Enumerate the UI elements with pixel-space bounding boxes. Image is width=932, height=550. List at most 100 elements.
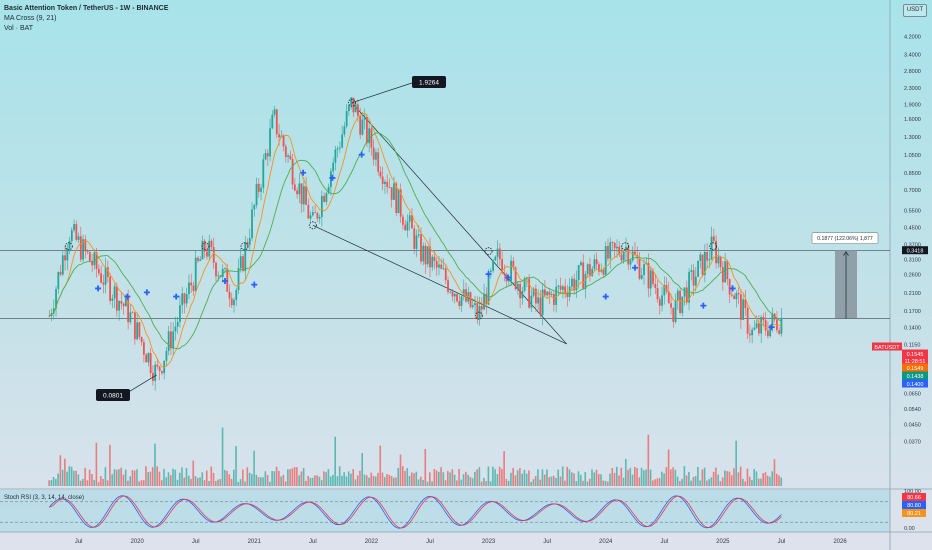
candle-body	[161, 371, 163, 374]
ma-cross-marker	[768, 324, 775, 331]
candle-body	[580, 262, 582, 266]
candle-body	[539, 297, 542, 316]
candle-body	[338, 147, 341, 149]
candle-body	[629, 260, 632, 265]
volume-bar	[269, 481, 271, 486]
candle-body	[208, 240, 211, 257]
volume-bar	[280, 476, 282, 486]
candle-body	[190, 282, 193, 286]
price-tick-label: 0.0540	[904, 407, 921, 413]
time-tick-label: Jul	[778, 539, 786, 545]
ma-cross-marker	[143, 289, 150, 296]
candle-body	[109, 276, 112, 301]
currency-selector[interactable]: USDT	[903, 4, 927, 17]
volume-bar	[478, 467, 481, 486]
volume-bar	[196, 478, 199, 486]
volume-bar	[244, 481, 246, 486]
volume-bar	[496, 474, 499, 486]
volume-bar	[293, 467, 296, 486]
volume-bar	[350, 473, 352, 486]
volume-bar	[467, 474, 469, 486]
volume-bar	[597, 474, 600, 486]
ma-cross-marker	[300, 169, 307, 176]
volume-bar	[228, 474, 231, 486]
volume-bar	[129, 476, 131, 486]
volume-bar	[523, 469, 526, 486]
volume-bar	[521, 473, 523, 486]
candle-body	[84, 239, 87, 251]
volume-bar	[624, 458, 627, 486]
price-axis[interactable]: 4.2000 3.4000 2.8000 2.3000 1.9000 1.6000 1.30…	[872, 35, 928, 533]
volume-bar	[683, 466, 686, 486]
volume-bar	[674, 469, 677, 486]
volume-bar	[557, 469, 560, 486]
volume-bar	[751, 479, 753, 486]
indicator-volume[interactable]: Vol · BAT	[4, 25, 34, 32]
candle-body	[354, 104, 357, 113]
candle-body	[586, 264, 589, 275]
annotations[interactable]: 1.9264 0.0801 0.1877 (122.06%) 1,877	[64, 76, 879, 401]
price-tick-label: 0.2600	[904, 273, 921, 279]
pivot-circle	[347, 98, 356, 107]
cross-markers	[95, 151, 775, 331]
high-leader-line	[351, 81, 416, 104]
candle-body	[345, 111, 348, 127]
candle-body	[688, 271, 690, 303]
candle-body	[767, 330, 769, 337]
volume-bar	[390, 476, 393, 486]
volume-bar	[737, 472, 740, 486]
candle-body	[501, 259, 503, 273]
volume-bar	[582, 480, 584, 486]
candle-body	[325, 193, 328, 202]
volume-bar	[154, 443, 156, 486]
ma-9-line	[49, 112, 782, 368]
candle-body	[284, 146, 287, 157]
candle-body	[566, 292, 569, 297]
ma-cross-marker	[700, 302, 707, 309]
candle-body	[100, 273, 102, 283]
volume-bar	[629, 467, 632, 486]
volume-bar	[690, 480, 692, 486]
candle-body	[278, 134, 280, 138]
low-label: 0.0801	[103, 393, 123, 400]
volume-bar	[462, 474, 465, 486]
stoch-rsi-title[interactable]: Stoch RSI (3, 3, 14, 14, close)	[4, 495, 85, 501]
volume-bar	[97, 481, 100, 486]
stoch-tag: 80.66	[907, 495, 921, 501]
volume-bar	[145, 466, 147, 486]
candle-body	[413, 228, 416, 249]
candle-body	[359, 115, 362, 135]
volume-bar	[282, 474, 285, 486]
pivot-circle	[621, 242, 630, 251]
volume-bar	[325, 472, 327, 486]
volume-bar	[699, 480, 701, 486]
volume-bar	[550, 476, 553, 486]
volume-bar	[314, 475, 316, 486]
volume-bar	[194, 476, 197, 486]
candle-body	[681, 296, 684, 314]
candle-body	[730, 294, 733, 296]
indicator-ma-cross[interactable]: MA Cross (9, 21)	[4, 15, 57, 22]
volume-bar	[766, 475, 769, 486]
candle-body	[420, 234, 422, 262]
price-tag-box	[902, 246, 928, 255]
volume-bar	[264, 471, 267, 486]
volume-bar	[131, 470, 134, 486]
volume-bar	[205, 470, 208, 486]
candle-body	[440, 264, 443, 269]
volume-bar	[406, 468, 409, 486]
volume-bar	[663, 473, 665, 486]
volume-bar	[591, 469, 593, 486]
candle-body	[460, 296, 463, 306]
volume-bar	[721, 477, 724, 486]
candle-body	[138, 322, 141, 338]
stoch-rsi	[0, 495, 890, 529]
volume-bar	[192, 460, 195, 486]
candle-body	[136, 322, 139, 340]
volume-bar	[757, 478, 760, 486]
time-axis[interactable]: Jul 2020 Jul 2021 Jul 2022 Jul 2023 Jul 2024 Jul 20…	[75, 539, 848, 545]
volume-bar	[638, 477, 641, 486]
volume-bar	[661, 471, 663, 486]
stoch-k-line	[48, 495, 782, 529]
